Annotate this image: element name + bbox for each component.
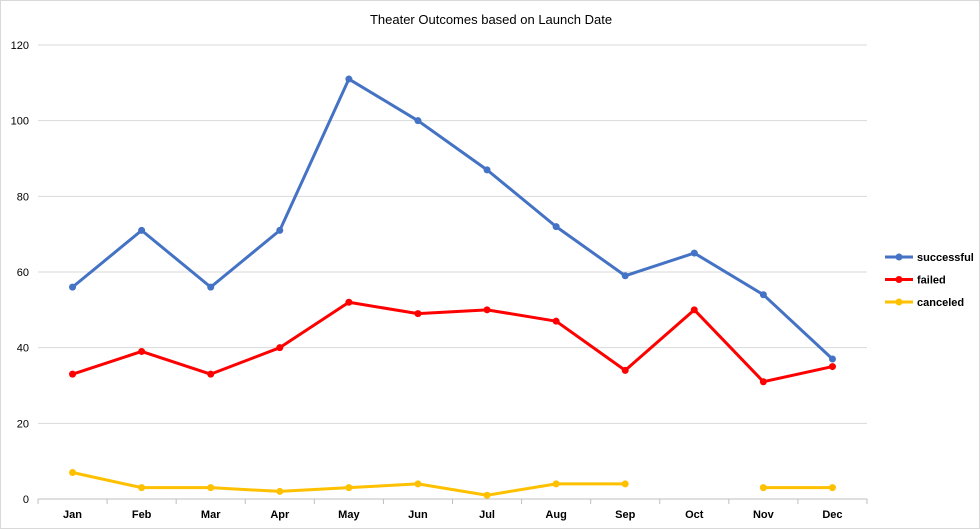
data-point-canceled: [207, 484, 215, 492]
data-point-canceled: [552, 480, 560, 488]
data-point-successful: [345, 75, 353, 83]
legend-marker: [895, 276, 903, 283]
legend-item-canceled: canceled: [885, 297, 964, 309]
x-tick-label: Jan: [63, 509, 82, 521]
data-point-failed: [828, 363, 836, 371]
data-point-failed: [552, 317, 560, 325]
legend-label: successful: [917, 252, 974, 264]
legend-marker: [895, 298, 903, 306]
data-point-successful: [759, 291, 767, 299]
series-canceled: [69, 469, 836, 499]
x-tick-label: Jun: [408, 509, 428, 521]
data-point-canceled: [69, 469, 77, 477]
legend-item-failed: failed: [885, 275, 946, 287]
data-point-failed: [690, 306, 698, 314]
data-point-canceled: [828, 484, 836, 492]
legend-marker: [895, 253, 903, 261]
data-point-canceled: [138, 484, 146, 492]
series-line-canceled: [71, 471, 627, 497]
data-point-canceled: [483, 491, 491, 499]
data-point-failed: [345, 298, 353, 306]
data-point-successful: [69, 283, 77, 291]
x-tick-label: Jul: [479, 509, 495, 521]
chart-title: Theater Outcomes based on Launch Date: [370, 12, 612, 27]
y-tick-label: 20: [17, 418, 29, 430]
data-point-failed: [414, 310, 422, 318]
data-point-successful: [621, 272, 629, 280]
data-point-canceled: [621, 480, 629, 488]
x-tick-label: Oct: [685, 509, 704, 521]
y-tick-label: 60: [17, 267, 29, 279]
series-successful: [69, 75, 836, 363]
x-tick-label: Mar: [201, 509, 221, 521]
y-tick-label: 80: [17, 191, 29, 203]
x-tick-label: Sep: [615, 509, 635, 521]
data-point-successful: [207, 283, 215, 291]
data-point-canceled: [414, 480, 422, 488]
data-point-successful: [552, 223, 560, 231]
data-point-successful: [276, 226, 284, 234]
data-point-failed: [276, 344, 284, 352]
data-point-successful: [828, 355, 836, 363]
data-point-failed: [138, 347, 146, 355]
data-point-canceled: [759, 484, 767, 492]
x-tick-label: Nov: [753, 509, 775, 521]
data-point-failed: [207, 370, 215, 378]
series-layer: [69, 75, 836, 499]
legend-label: canceled: [917, 297, 964, 309]
series-line-successful: [71, 77, 834, 361]
legend-item-successful: successful: [885, 252, 974, 264]
x-tick-label: May: [338, 509, 360, 521]
data-point-failed: [621, 366, 629, 374]
data-point-failed: [69, 370, 77, 378]
legend-label: failed: [917, 275, 946, 287]
x-tick-label: Apr: [270, 509, 290, 521]
legend: successful failed canceled: [885, 252, 974, 309]
x-tick-label: Feb: [132, 509, 152, 521]
x-axis: Jan Feb Mar Apr May Jun Jul Aug Sep Oct Nov Dec: [37, 499, 868, 521]
series-failed: [69, 298, 836, 386]
y-tick-label: 40: [17, 343, 29, 355]
y-axis: 0 20 40 60 80 100 120: [11, 40, 29, 506]
data-point-successful: [690, 249, 698, 257]
data-point-failed: [483, 306, 491, 314]
y-tick-label: 100: [11, 116, 29, 128]
gridlines: [38, 44, 867, 500]
data-point-successful: [138, 226, 146, 234]
data-point-failed: [759, 378, 767, 386]
data-point-canceled: [276, 487, 284, 495]
data-point-successful: [414, 117, 422, 125]
data-point-successful: [483, 166, 491, 174]
y-tick-label: 120: [11, 40, 29, 52]
x-tick-label: Aug: [545, 509, 566, 521]
y-tick-label: 0: [23, 494, 29, 506]
series-line-failed: [71, 300, 834, 384]
x-tick-label: Dec: [822, 509, 842, 521]
data-point-canceled: [345, 484, 353, 492]
